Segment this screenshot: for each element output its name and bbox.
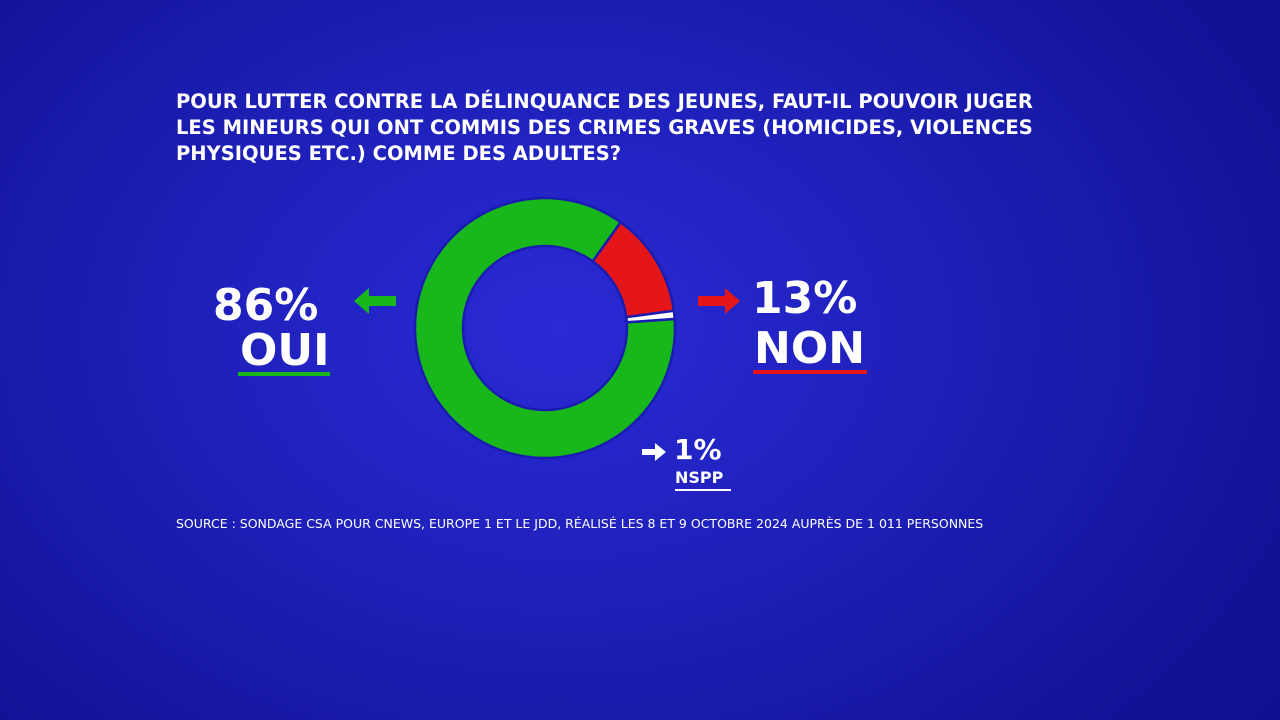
donut-slice-oui (413, 196, 677, 460)
oui-label: OUI (240, 325, 330, 376)
nspp-underline (675, 489, 731, 491)
non-underline (753, 370, 867, 374)
arrow-right-icon (642, 443, 666, 461)
arrow-right-icon (698, 288, 740, 314)
oui-percentage: 86% (213, 280, 319, 331)
non-percentage: 13% (752, 273, 858, 324)
nspp-label: NSPP (675, 468, 724, 487)
oui-underline (238, 372, 330, 376)
donut-slice-nspp (624, 309, 677, 324)
non-label: NON (754, 323, 866, 374)
chart-question-title: POUR LUTTER CONTRE LA DÉLINQUANCE DES JE… (176, 90, 1033, 165)
nspp-percentage: 1% (674, 433, 722, 466)
arrow-left-icon (354, 288, 396, 314)
source-note: SOURCE : SONDAGE CSA POUR CNEWS, EUROPE … (176, 516, 984, 531)
